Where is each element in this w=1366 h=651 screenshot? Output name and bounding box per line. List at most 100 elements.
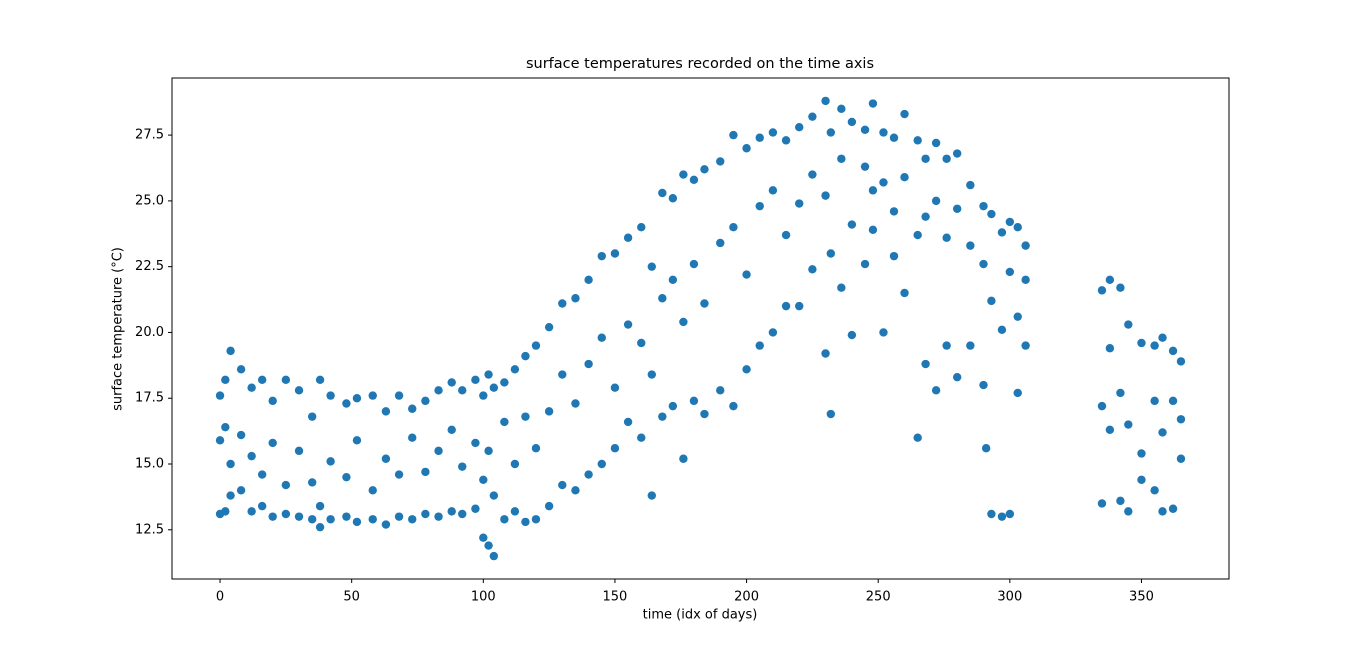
point	[215, 436, 225, 445]
point	[623, 320, 633, 329]
y-tick-label: 12.5	[135, 522, 164, 537]
point	[979, 380, 988, 390]
point	[1097, 401, 1107, 411]
point	[668, 401, 678, 411]
point	[1005, 217, 1015, 227]
point	[368, 391, 377, 400]
point	[326, 515, 335, 524]
point	[268, 438, 277, 448]
point	[795, 123, 804, 132]
point	[889, 251, 899, 261]
point	[571, 399, 580, 408]
y-tick-label: 15.0	[135, 457, 164, 472]
point	[447, 507, 456, 516]
point	[913, 136, 922, 145]
x-axis-label: time (idx of days)	[643, 608, 758, 623]
point	[821, 191, 830, 200]
point	[236, 430, 246, 440]
point	[368, 486, 377, 495]
point	[979, 201, 988, 211]
point	[860, 259, 870, 269]
point	[997, 325, 1007, 335]
point	[531, 444, 541, 453]
point	[847, 330, 857, 340]
point	[716, 386, 725, 395]
point	[584, 359, 593, 369]
point	[479, 533, 488, 542]
point	[458, 509, 467, 519]
point	[1097, 499, 1107, 508]
point	[868, 99, 878, 108]
point	[484, 446, 493, 456]
point	[584, 275, 593, 285]
point	[294, 446, 304, 456]
point	[997, 228, 1007, 237]
point	[458, 386, 467, 395]
point	[679, 454, 688, 463]
point	[1021, 241, 1030, 250]
point	[729, 222, 738, 232]
point	[952, 204, 962, 213]
point	[637, 433, 646, 442]
point	[315, 375, 325, 385]
point	[913, 230, 922, 240]
point	[471, 438, 480, 448]
point	[489, 383, 499, 392]
point	[729, 130, 738, 140]
y-axis-label: surface temperature (°C)	[111, 247, 126, 411]
point	[500, 378, 509, 387]
point	[1124, 507, 1133, 516]
point	[268, 396, 277, 406]
point	[716, 157, 725, 166]
point	[531, 341, 541, 350]
point	[326, 457, 335, 466]
point	[879, 128, 888, 137]
point	[658, 188, 667, 198]
point	[1097, 286, 1107, 295]
point	[742, 365, 751, 374]
point	[510, 365, 520, 374]
point	[979, 259, 988, 269]
point	[1137, 475, 1146, 484]
point	[987, 296, 996, 306]
point	[1021, 275, 1030, 285]
point	[826, 249, 836, 258]
point	[931, 196, 941, 206]
point	[755, 201, 764, 211]
point	[921, 212, 930, 221]
point	[471, 504, 480, 513]
point	[484, 541, 493, 550]
point	[716, 238, 725, 248]
point	[1168, 504, 1178, 513]
point	[921, 154, 930, 163]
point	[544, 407, 554, 416]
point	[966, 180, 975, 190]
point	[921, 359, 930, 369]
point	[837, 154, 846, 163]
point	[281, 509, 291, 519]
point	[1105, 275, 1115, 285]
point	[1116, 388, 1125, 398]
point	[307, 515, 317, 524]
point	[342, 472, 351, 482]
point	[236, 486, 246, 495]
point	[315, 522, 325, 532]
point	[637, 222, 646, 232]
point	[837, 283, 846, 292]
point	[913, 433, 922, 442]
point	[637, 338, 646, 348]
point	[434, 386, 443, 395]
point	[868, 225, 878, 235]
point	[1013, 388, 1022, 398]
point	[966, 241, 975, 250]
point	[1168, 396, 1178, 406]
point	[544, 322, 554, 332]
point	[860, 125, 870, 135]
point	[1158, 428, 1167, 437]
point	[879, 178, 888, 187]
point	[368, 515, 377, 524]
point	[647, 370, 656, 379]
point	[966, 341, 975, 350]
point	[531, 515, 541, 524]
point	[257, 375, 267, 385]
